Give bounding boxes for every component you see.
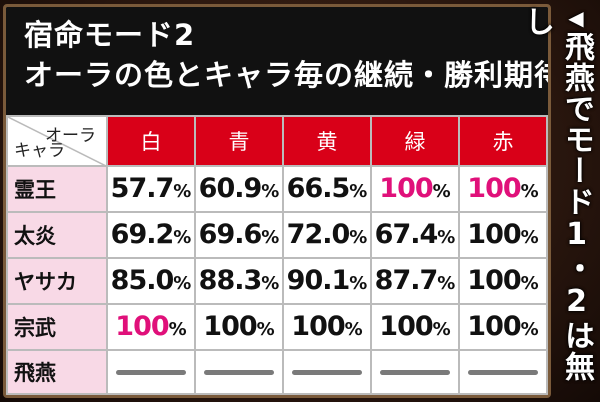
no-data-cell: [194, 348, 284, 395]
table-row-hien: 飛燕: [6, 348, 548, 395]
row-label: 宗武: [6, 302, 108, 351]
col-header-white: 白: [106, 115, 196, 167]
row-label: ヤサカ: [6, 256, 108, 305]
value-cell: 87.7%: [370, 256, 460, 305]
info-panel: 宿命モード2 オーラの色とキャラ毎の継続・勝利期待度 オーラ キャラ 白 青 黄…: [3, 4, 551, 398]
header-row: オーラ キャラ 白 青 黄 緑 赤: [6, 115, 548, 167]
dash-mark: [380, 370, 450, 376]
dash-mark: [468, 370, 538, 376]
value-cell: 100%: [370, 302, 460, 351]
dash-mark: [204, 370, 274, 376]
dash-mark: [116, 370, 186, 376]
corner-diagonal: [8, 117, 108, 167]
no-data-cell: [458, 348, 548, 395]
value-cell: 100%: [458, 256, 548, 305]
table-row: ヤサカ 85.0% 88.3% 90.1% 87.7% 100%: [6, 256, 548, 305]
value-cell: 100%: [458, 302, 548, 351]
value-cell: 100%: [370, 165, 460, 213]
no-data-cell: [370, 348, 460, 395]
value-cell: 100%: [194, 302, 284, 351]
value-cell: 85.0%: [106, 256, 196, 305]
col-header-blue: 青: [194, 115, 284, 167]
col-header-yellow: 黄: [282, 115, 372, 167]
no-data-cell: [282, 348, 372, 395]
value-cell: 100%: [106, 302, 196, 351]
row-label: 太炎: [6, 210, 108, 259]
value-cell: 60.9%: [194, 165, 284, 213]
value-cell: 67.4%: [370, 210, 460, 259]
col-header-red: 赤: [458, 115, 548, 167]
value-cell: 57.7%: [106, 165, 196, 213]
row-label: 霊王: [6, 165, 108, 213]
value-cell: 100%: [282, 302, 372, 351]
row-label: 飛燕: [6, 348, 108, 395]
probability-table: オーラ キャラ 白 青 黄 緑 赤 霊王 57.7% 60.9% 66.5% 1…: [6, 115, 548, 395]
corner-chara-label: キャラ: [14, 141, 65, 161]
value-cell: 69.2%: [106, 210, 196, 259]
dash-mark: [292, 370, 362, 376]
value-cell: 66.5%: [282, 165, 372, 213]
side-note-text: 飛燕でモード1・2は無し: [519, 6, 594, 382]
corner-cell: オーラ キャラ: [6, 115, 108, 167]
title-line-1: 宿命モード2: [24, 18, 196, 52]
value-cell: 69.6%: [194, 210, 284, 259]
table-row: 霊王 57.7% 60.9% 66.5% 100% 100%: [6, 165, 548, 213]
value-cell: 100%: [458, 165, 548, 213]
left-arrow-icon: ◀: [564, 6, 588, 31]
title-line-2: オーラの色とキャラ毎の継続・勝利期待度: [24, 58, 551, 92]
value-cell: 72.0%: [282, 210, 372, 259]
no-data-cell: [106, 348, 196, 395]
value-cell: 100%: [458, 210, 548, 259]
table-row: 宗武 100% 100% 100% 100% 100%: [6, 302, 548, 351]
table-row: 太炎 69.2% 69.6% 72.0% 67.4% 100%: [6, 210, 548, 259]
side-note: ◀飛燕でモード1・2は無し: [519, 6, 596, 396]
corner-aura-label: オーラ: [45, 126, 96, 146]
title-bar: 宿命モード2 オーラの色とキャラ毎の継続・勝利期待度: [6, 7, 548, 115]
value-cell: 90.1%: [282, 256, 372, 305]
col-header-green: 緑: [370, 115, 460, 167]
value-cell: 88.3%: [194, 256, 284, 305]
